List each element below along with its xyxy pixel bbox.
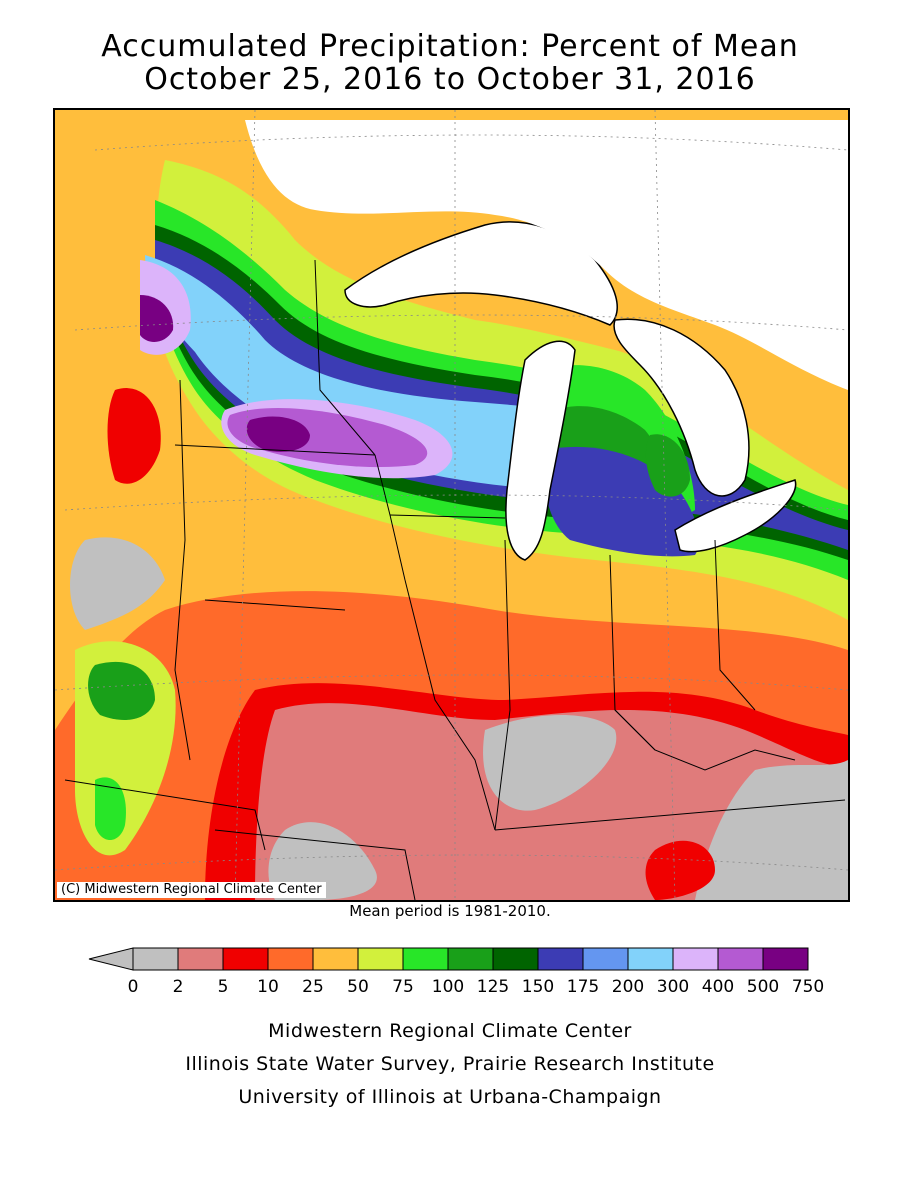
legend-swatch <box>357 947 404 971</box>
northwest-darkpurple-core <box>140 295 174 342</box>
legend-label: 150 <box>522 977 554 997</box>
legend-swatch <box>582 947 629 971</box>
legend-label: 10 <box>257 977 279 997</box>
legend-swatch <box>672 947 719 971</box>
west-red-zone <box>107 388 161 484</box>
legend-label: 200 <box>612 977 644 997</box>
mean-period-note: Mean period is 1981-2010. <box>349 902 551 920</box>
legend-swatch <box>312 947 359 971</box>
legend-swatch <box>492 947 539 971</box>
west-gray-zone <box>70 537 165 630</box>
legend-label: 50 <box>347 977 369 997</box>
north-darkpurple-core <box>246 416 310 452</box>
legend-arrow <box>88 947 134 971</box>
lake-michigan <box>505 340 576 561</box>
legend-swatch <box>537 947 584 971</box>
south-red-spot <box>645 840 715 900</box>
legend-label: 400 <box>702 977 734 997</box>
west-green-zone <box>88 661 155 720</box>
legend-label: 25 <box>302 977 324 997</box>
legend-label: 500 <box>747 977 779 997</box>
legend-label: 300 <box>657 977 689 997</box>
canada-land <box>245 120 848 390</box>
legend-label: 5 <box>218 977 229 997</box>
legend-swatch <box>762 947 809 971</box>
north-lightblue-band <box>145 255 615 490</box>
credit-line-1: Midwestern Regional Climate Center <box>268 1020 632 1042</box>
michigan-green-spot <box>645 434 690 497</box>
legend-label: 175 <box>567 977 599 997</box>
map-copyright: (C) Midwestern Regional Climate Center <box>57 882 326 898</box>
graticule <box>55 110 848 900</box>
lake-superior <box>344 221 618 326</box>
legend-swatch <box>222 947 269 971</box>
legend-label: 750 <box>792 977 824 997</box>
legend-swatch <box>177 947 224 971</box>
legend-label: 75 <box>392 977 414 997</box>
legend-swatch <box>717 947 764 971</box>
southeast-gray-zone <box>695 760 848 900</box>
legend-label: 0 <box>128 977 139 997</box>
legend-label: 125 <box>477 977 509 997</box>
map-date-range: October 25, 2016 to October 31, 2016 <box>144 62 756 97</box>
legend-swatch <box>132 947 179 971</box>
legend-label: 100 <box>432 977 464 997</box>
credit-line-2: Illinois State Water Survey, Prairie Res… <box>185 1053 715 1075</box>
far-south-gray-zone <box>268 822 377 900</box>
legend-swatch <box>402 947 449 971</box>
legend-swatch <box>627 947 674 971</box>
map-title: Accumulated Precipitation: Percent of Me… <box>101 29 799 64</box>
map-svg <box>55 110 848 900</box>
legend-swatch <box>267 947 314 971</box>
credit-line-3: University of Illinois at Urbana-Champai… <box>238 1086 662 1108</box>
south-gray-zone <box>483 715 617 811</box>
legend-swatch <box>447 947 494 971</box>
legend-label: 2 <box>173 977 184 997</box>
west-green-spot <box>95 777 126 840</box>
color-scale-legend: 0 2 5 10 25 50 75 100 125 150 175 200 300 400 500 750 <box>88 947 824 997</box>
state-boundaries <box>64 259 846 900</box>
precipitation-map: (C) Midwestern Regional Climate Center <box>53 108 850 902</box>
lake-huron <box>613 318 750 497</box>
